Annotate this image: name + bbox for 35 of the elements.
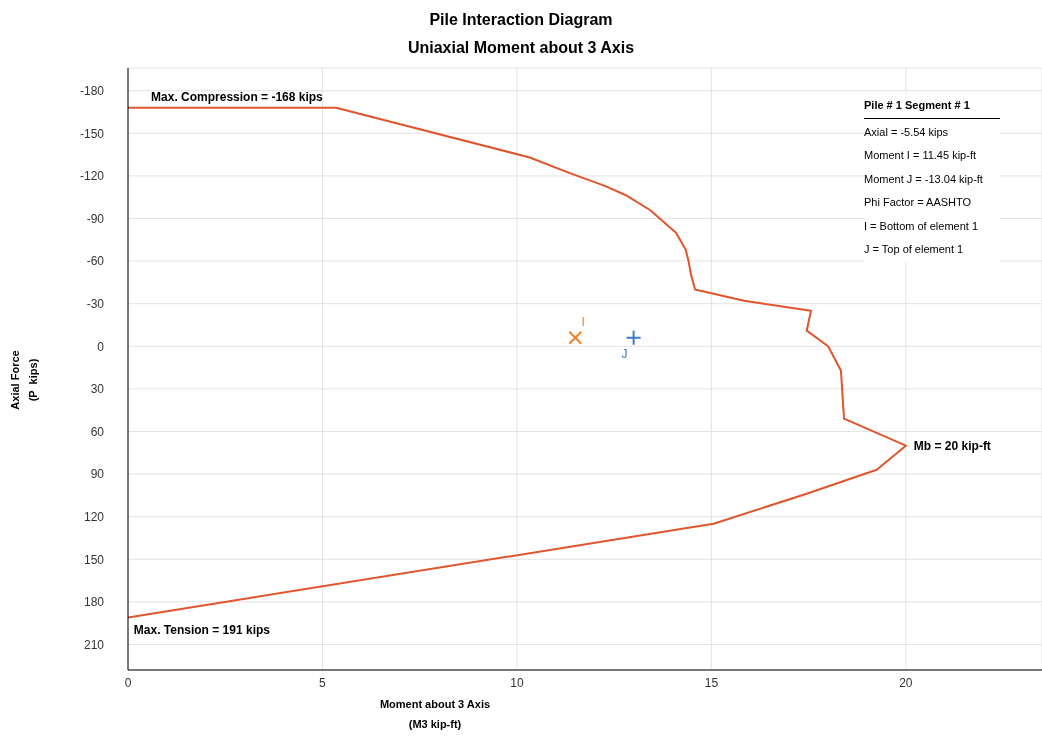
- x-tick-label: 0: [124, 675, 132, 690]
- y-tick-label: 30: [90, 382, 105, 397]
- y-axis-title: Axial Force (P kips): [8, 349, 40, 412]
- series-label: J: [621, 346, 628, 361]
- x-tick-label: 20: [899, 675, 913, 690]
- y-tick-label: -120: [79, 169, 105, 184]
- annotation: Phi Factor = AASHTO: [864, 195, 973, 210]
- annotation: Pile # 1 Segment # 1: [864, 94, 1000, 119]
- annotation: Moment J = -13.04 kip-ft: [864, 171, 984, 187]
- x-axis-title: Moment about 3 Axis (M3 kip-ft): [378, 697, 492, 732]
- y-tick-label: -30: [86, 296, 105, 311]
- annotation: J = Top of element 1: [864, 242, 965, 257]
- annotation: Moment I = 11.45 kip-ft: [864, 148, 977, 163]
- annotation: Max. Compression = -168 kips: [151, 89, 324, 104]
- annotation: Axial = -5.54 kips: [864, 124, 950, 140]
- y-tick-label: 210: [83, 637, 105, 652]
- annotation: Mb = 20 kip-ft: [913, 438, 991, 453]
- chart-subtitle: Uniaxial Moment about 3 Axis: [406, 38, 636, 58]
- y-tick-label: 0: [97, 339, 105, 354]
- y-tick-label: 120: [83, 509, 105, 524]
- y-tick-label: -180: [79, 83, 105, 98]
- y-tick-label: 90: [90, 467, 105, 482]
- y-tick-label: -150: [79, 126, 105, 141]
- series-label: I: [581, 314, 585, 329]
- x-tick-label: 15: [704, 675, 719, 690]
- y-tick-label: 150: [83, 552, 105, 567]
- x-tick-label: 10: [510, 675, 524, 690]
- x-tick-label: 5: [319, 675, 327, 690]
- y-tick-label: -60: [86, 254, 105, 269]
- y-tick-label: 180: [83, 595, 105, 610]
- y-tick-label: 60: [90, 424, 105, 439]
- annotation: I = Bottom of element 1: [864, 218, 980, 234]
- chart-title: Pile Interaction Diagram: [428, 10, 614, 30]
- annotation: Max. Tension = 191 kips: [133, 623, 271, 638]
- y-tick-label: -90: [86, 211, 105, 226]
